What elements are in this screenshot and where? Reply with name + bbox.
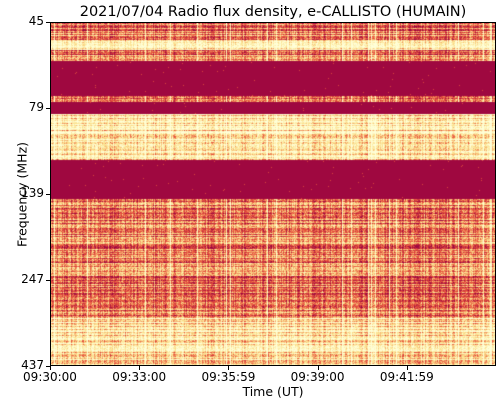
plot-area bbox=[50, 22, 496, 366]
y-axis-label: Frequency (MHz) bbox=[14, 141, 30, 248]
x-tick-label: 09:30:00 bbox=[23, 370, 77, 384]
y-tick-label: 437 bbox=[21, 358, 44, 372]
x-tick-mark bbox=[228, 366, 230, 370]
x-tick-mark bbox=[139, 366, 141, 370]
x-tick-label: 09:41:59 bbox=[379, 370, 434, 384]
spectrogram-heatmap bbox=[51, 23, 495, 365]
x-axis-label: Time (UT) bbox=[242, 384, 304, 399]
y-tick-label: 79 bbox=[28, 100, 44, 114]
y-tick-mark bbox=[46, 194, 50, 195]
y-tick-label: 139 bbox=[21, 186, 44, 200]
y-tick-mark bbox=[46, 108, 50, 109]
x-tick-label: 09:39:00 bbox=[290, 370, 345, 384]
y-tick-label: 45 bbox=[28, 14, 44, 28]
y-tick-mark bbox=[46, 22, 50, 23]
x-tick-label: 09:35:59 bbox=[201, 370, 256, 384]
chart-title: 2021/07/04 Radio flux density, e-CALLIST… bbox=[79, 4, 467, 20]
x-tick-mark bbox=[406, 366, 408, 370]
x-tick-mark bbox=[50, 366, 51, 370]
y-tick-label: 247 bbox=[21, 272, 44, 286]
y-tick-mark bbox=[46, 366, 50, 367]
x-tick-label: 09:33:00 bbox=[112, 370, 167, 384]
y-tick-mark bbox=[46, 280, 50, 281]
x-tick-mark bbox=[317, 366, 319, 370]
